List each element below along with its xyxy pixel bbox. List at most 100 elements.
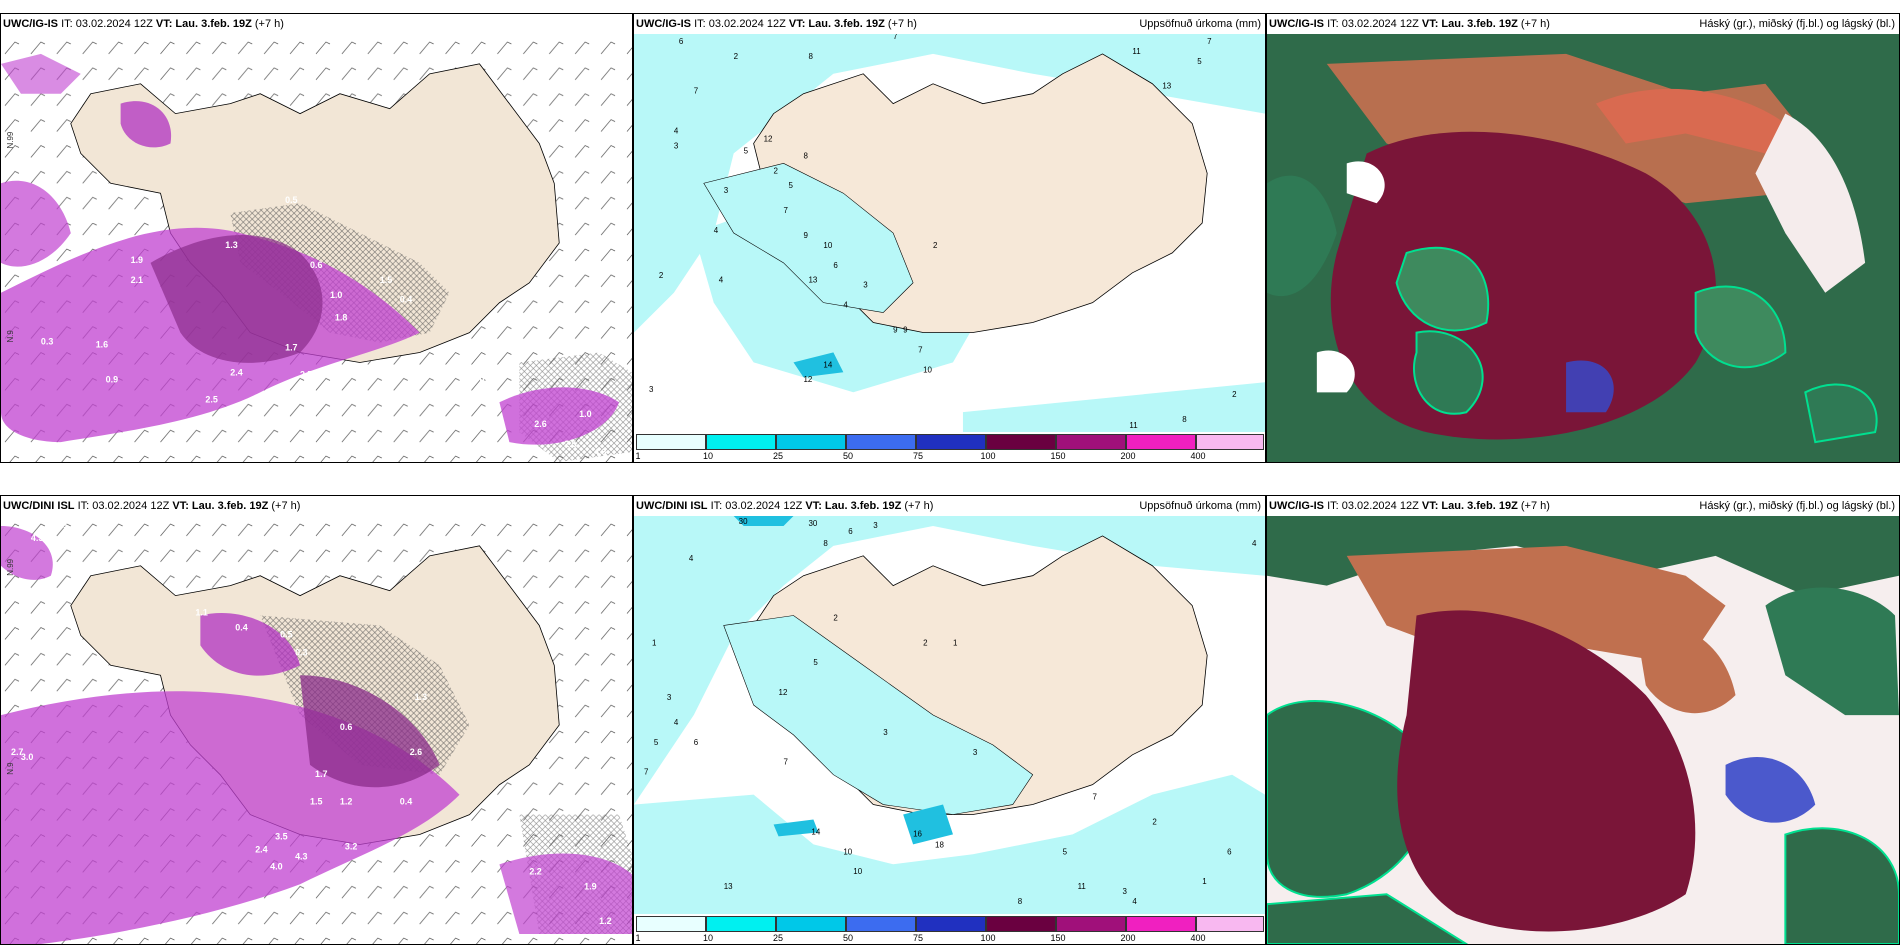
precip-label: 18 [935,840,944,849]
colorbar-tick: 150 [1050,933,1066,943]
snow-label: 2.5 [205,394,217,404]
precip-label: 7 [644,768,649,777]
precip-label: 7 [694,87,699,96]
snow-label: 2.5 [564,439,576,449]
snow-label: 0.6 [310,260,322,270]
colorbar-swatch [1196,916,1264,932]
precip-label: 16 [913,829,922,838]
colorbar-tick: 150 [1050,451,1066,461]
precip-label: 10 [853,867,862,876]
precip-label: 1 [652,638,657,647]
precip-label: 30 [739,517,748,526]
colorbar-swatch [986,916,1056,932]
snow-label: 2.4 [230,367,242,377]
colorbar-swatch [1056,916,1126,932]
header-model: UWC/IG-IS [3,18,58,30]
precip-label: 7 [784,206,789,215]
precip-label: 5 [1197,57,1202,66]
header-vt: VT: Lau. 3.feb. 19Z [1421,500,1518,512]
snow-label: 0.4 [400,295,412,305]
precip-label: 6 [1227,847,1232,856]
header-lead: (+7 h) [887,18,917,30]
precip-label: 4 [1132,897,1137,906]
colorbar-swatch [636,434,706,450]
precip-label: 6 [694,738,699,747]
precip-label: 3 [973,748,978,757]
lat-label: N.9 [6,762,15,775]
panel-clouds-top: UWC/IG-IS IT: 03.02.2024 12Z VT: Lau. 3.… [1266,13,1900,463]
panel-header: UWC/IG-IS IT: 03.02.2024 12Z VT: Lau. 3.… [1267,496,1899,516]
precip-label: 3 [873,521,878,530]
precip-label: 4 [719,276,724,285]
precip-label: 5 [744,146,749,155]
snow-label: 0.3 [41,337,53,347]
snow-label: 1.3 [415,692,427,702]
precip-label: 3 [863,281,868,290]
snow-label: 2.7 [11,747,23,757]
lat-label: N.99 [6,558,15,575]
precip-label: 30 [808,519,817,528]
precip-label: 6 [848,527,853,536]
snow-label: 2.1 [131,275,143,285]
snow-label: 1.9 [584,881,596,891]
precip-label: 12 [803,375,812,384]
precip-label: 3 [724,186,729,195]
snow-label: 1.0 [330,290,342,300]
colorbar-swatch [986,434,1056,450]
precip-label: 5 [654,738,659,747]
precip-label: 8 [823,539,828,548]
snow-label: 3.2 [345,841,357,851]
snow-label: 1.7 [285,343,297,353]
precip-label: 2 [933,241,938,250]
precip-label: 3 [649,385,654,394]
precip-map: 6 2 8 7 7 4 3 5 12 8 5 3 4 7 9 10 6 13 2… [634,34,1265,432]
precip-label: 2 [923,638,928,647]
panel-clouds-bottom: UWC/IG-IS IT: 03.02.2024 12Z VT: Lau. 3.… [1266,495,1900,945]
precip-label: 10 [923,365,932,374]
header-model: UWC/IG-IS [1269,18,1324,30]
header-it: IT: 03.02.2024 12Z [694,18,786,30]
precip-label: 8 [1182,415,1187,424]
colorbar-swatch [776,916,846,932]
precip-label: 5 [789,181,794,190]
precip-label: 2 [1152,817,1157,826]
colorbar-tick: 10 [702,933,714,943]
panel-snow-top: UWC/IG-IS IT: 03.02.2024 12Z VT: Lau. 3.… [0,13,633,463]
precip-label: 7 [918,345,923,354]
precip-label: 11 [1078,882,1087,891]
precip-label: 10 [843,847,852,856]
precip-label: 6 [679,37,684,46]
colorbar-tick: 100 [980,933,996,943]
snow-label: 1.5 [380,275,392,285]
header-it: IT: 03.02.2024 12Z [1327,18,1419,30]
header-vt: VT: Lau. 3.feb. 19Z [155,18,252,30]
header-model: UWC/IG-IS [1269,500,1324,512]
header-it: IT: 03.02.2024 12Z [77,500,170,512]
snow-label: 1.0 [579,409,591,419]
snow-label: 1.6 [96,340,108,350]
snow-label: 3.0 [21,752,33,762]
snow-label: 1.9 [131,255,143,265]
colorbar-tick: 1 [635,451,641,461]
snow-label: 3.1 [56,520,68,530]
lat-label: N.9 [6,330,15,343]
header-it: IT: 03.02.2024 12Z [61,18,153,30]
colorbar-tick: 200 [1120,933,1136,943]
snow-label: 0.6 [340,722,352,732]
precip-label: 4 [843,301,848,310]
snow-label: 1.7 [504,379,516,389]
snow-label: 2.7 [300,369,312,379]
colorbar-swatch [706,916,776,932]
colorbar-tick: 25 [772,451,784,461]
panel-precip-bottom: UWC/DINI ISL IT: 03.02.2024 12Z VT: Lau.… [633,495,1266,945]
snow-label: 1.7 [315,769,327,779]
panel-precip-top: UWC/IG-IS IT: 03.02.2024 12Z VT: Lau. 3.… [633,13,1266,463]
precip-label: 3 [667,693,672,702]
panel-header: UWC/DINI ISL IT: 03.02.2024 12Z VT: Lau.… [1,496,632,516]
snow-label: 1.2 [91,215,103,225]
precip-label: 14 [823,360,832,369]
precip-label: 10 [823,241,832,250]
header-model: UWC/DINI ISL [636,500,708,512]
snow-label: 0.5 [285,195,297,205]
precip-label: 4 [674,127,679,136]
